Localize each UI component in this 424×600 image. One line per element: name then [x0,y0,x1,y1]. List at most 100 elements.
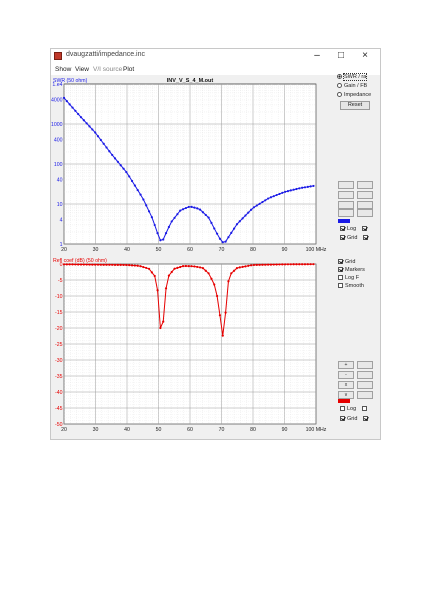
checkbox-box [338,275,343,280]
data-point-marker [96,263,100,266]
radio-gain-fb[interactable]: Gain / FB [337,83,367,89]
x-tick-label: 50 [156,247,162,253]
data-point-marker [142,265,145,269]
data-point-marker [133,184,136,187]
shift-left-button[interactable] [338,201,354,209]
data-point-marker [128,175,131,178]
refl-series-color-swatch[interactable] [338,399,350,403]
menu-plot[interactable]: Plot [123,66,135,73]
data-point-marker [79,263,83,266]
x-tick-label: 80 [250,427,256,433]
markers-checkbox[interactable]: Markers [338,267,365,273]
menu-vi-source[interactable]: V/I source [93,66,123,73]
data-point-marker [295,263,298,266]
log-f-checkbox[interactable]: Log F [338,275,359,281]
swr-grid-checkbox[interactable]: Grid [340,235,370,241]
data-point-marker [201,211,205,214]
refl-plus-button[interactable]: + [338,361,354,369]
reflection-chart: 20 30 40 50 60 70 80 90 100 MHz 0 -5 -10 -15 -20 -25 -3… [53,258,327,433]
checkbox-box-secondary[interactable] [362,416,368,421]
data-point-marker [190,205,193,208]
chart-title: INV_V_S_4_M.out [167,78,214,84]
menu-show[interactable]: Show [55,66,72,73]
radio-dot [337,83,342,88]
menu-view[interactable]: View [75,66,89,73]
refl-minus-button[interactable]: - [338,371,354,379]
data-point-marker [221,241,224,244]
data-point-marker [170,270,173,274]
data-point-marker [264,199,267,202]
data-point-marker [88,263,91,266]
x-tick-label: 90 [282,247,288,253]
data-point-marker [198,208,202,211]
data-point-marker [96,135,100,138]
maximize-button[interactable]: □ [337,50,345,61]
grid-checkbox[interactable]: Grid [338,259,355,265]
scale-down-left-button[interactable] [338,191,354,199]
refl-x-right-button[interactable] [357,381,373,389]
data-point-marker [74,109,77,112]
swr-log-checkbox[interactable]: Log [340,226,369,232]
radio-swr[interactable]: SWR / ra [337,73,368,81]
data-point-marker [267,197,270,200]
checkbox-box-secondary[interactable] [361,226,367,231]
data-point-marker [289,189,292,192]
y-tick-label: -25 [55,342,63,348]
data-point-marker [130,264,134,267]
data-point-marker [289,263,292,266]
y-axis-label: SWR (50 ohm) [53,78,88,84]
data-point-marker [74,263,77,266]
data-point-marker [284,263,287,266]
y-tick-label: 1000 [51,122,63,128]
data-point-marker [184,206,188,210]
data-point-marker [218,237,222,240]
x-tick-label: 60 [187,247,193,253]
data-point-marker [221,334,224,337]
app-icon [54,52,62,60]
x-tick-label: 30 [93,247,99,253]
data-point-marker [198,266,202,269]
x-tick-label: 80 [250,247,256,253]
refl-down-right-button[interactable] [357,391,373,399]
refl-grid-checkbox[interactable]: Grid [340,416,370,422]
data-point-marker [247,264,250,267]
swr-series-color-swatch[interactable] [338,219,350,223]
data-point-marker [241,265,244,268]
refl-plus-right-button[interactable] [357,361,373,369]
data-point-marker [176,266,179,269]
zoom-left-button[interactable] [338,209,354,217]
scale-down-right-button[interactable] [357,191,373,199]
smooth-checkbox[interactable]: Smooth [338,283,364,289]
data-point-marker [238,266,241,269]
data-point-marker [68,103,71,106]
data-point-marker [196,265,199,269]
scale-up-right-button[interactable] [357,181,373,189]
refl-x-button[interactable]: x [338,381,354,389]
scale-up-left-button[interactable] [338,181,354,189]
data-point-marker [275,193,278,197]
title-bar: dvaugzatti/impedance.inc – □ × [51,49,380,64]
minimize-button[interactable]: – [314,50,320,61]
data-point-marker [252,263,256,267]
data-point-marker [224,311,227,314]
shift-right-button[interactable] [357,201,373,209]
zoom-right-button[interactable] [357,209,373,217]
close-button[interactable]: × [362,50,368,61]
data-point-marker [102,263,105,266]
refl-log-checkbox[interactable]: Log [340,406,369,412]
x-tick-label: 20 [61,427,67,433]
data-point-marker [196,207,199,210]
radio-impedance[interactable]: Impedance [337,92,371,98]
checkbox-box-secondary[interactable] [362,235,368,240]
refl-down-button[interactable]: ∨ [338,391,354,399]
data-point-marker [170,220,173,223]
data-point-marker [119,263,122,266]
checkbox-box-secondary[interactable] [361,406,367,411]
y-tick-label: -15 [55,310,63,316]
reset-button[interactable]: Reset [340,101,370,110]
refl-minus-right-button[interactable] [357,371,373,379]
data-point-marker [133,264,136,267]
data-point-marker [227,236,230,239]
y-tick-label: -45 [55,406,63,412]
data-point-marker [235,223,239,226]
